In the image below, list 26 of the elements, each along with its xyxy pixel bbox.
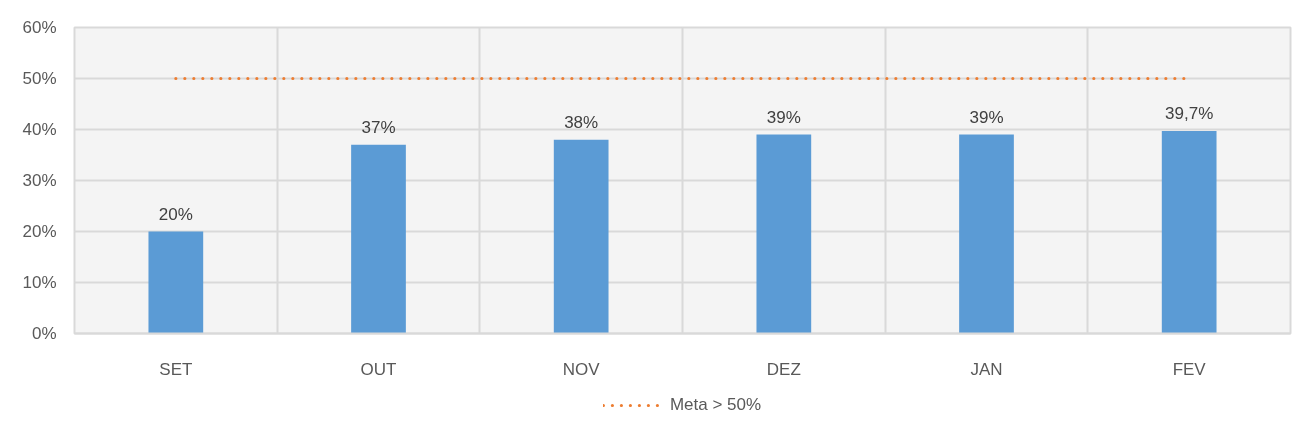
y-tick-label: 40% <box>22 120 57 139</box>
x-tick-label: OUT <box>360 359 397 379</box>
x-tick-label: NOV <box>562 359 601 379</box>
legend-label: Meta > 50% <box>669 395 762 415</box>
y-tick-label: 50% <box>22 69 57 88</box>
bar <box>1161 131 1217 334</box>
x-tick-label: SET <box>159 359 193 379</box>
data-label: 38% <box>564 112 599 132</box>
data-label: 39% <box>766 107 801 127</box>
bar <box>756 134 812 334</box>
data-label: 39,7% <box>1165 104 1214 124</box>
bar <box>351 144 406 334</box>
data-label: 37% <box>361 117 396 137</box>
bar <box>553 139 609 334</box>
y-tick-label: 30% <box>22 171 57 190</box>
data-label: 39% <box>969 107 1004 127</box>
bar <box>959 134 1014 334</box>
y-tick-label: 10% <box>22 273 57 292</box>
x-tick-label: DEZ <box>766 359 801 379</box>
x-tick-label: JAN <box>970 359 1003 379</box>
y-tick-label: 20% <box>22 222 57 241</box>
y-tick-label: 0% <box>31 324 57 343</box>
data-label: 20% <box>158 204 193 224</box>
y-tick-label: 60% <box>22 18 57 37</box>
bar <box>148 231 204 334</box>
x-tick-label: FEV <box>1172 359 1207 379</box>
